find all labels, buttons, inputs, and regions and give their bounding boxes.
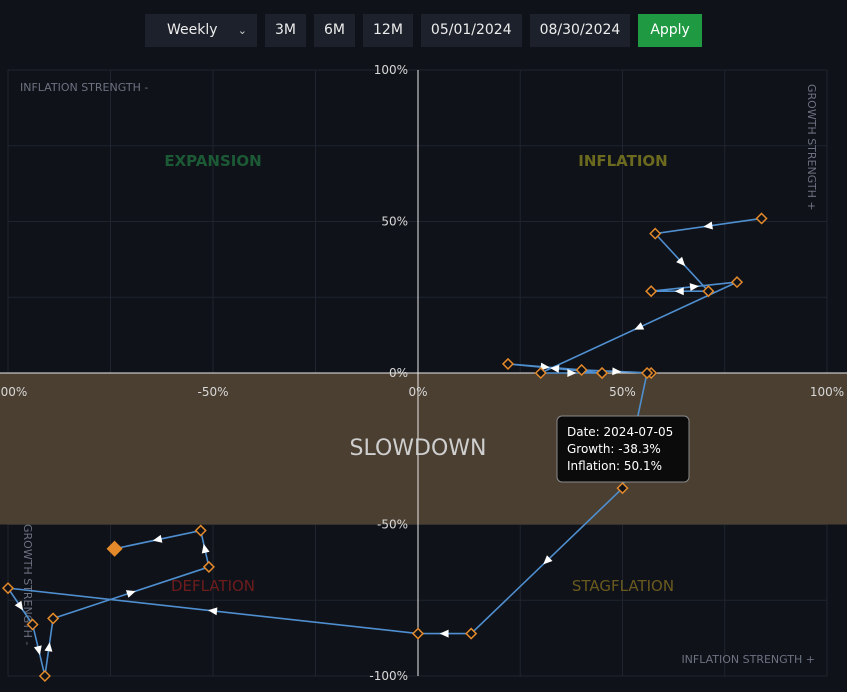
direction-arrow bbox=[612, 367, 622, 376]
edge-label-inflation-minus: INFLATION STRENGTH - bbox=[20, 81, 148, 94]
toolbar: Weekly ⌄ 3M 6M 12M 05/01/2024 08/30/2024… bbox=[145, 14, 702, 47]
data-point-marker bbox=[640, 366, 654, 380]
data-point-marker bbox=[202, 560, 215, 573]
data-point-marker bbox=[465, 627, 478, 640]
axes: -100% -50% 0% 50% 100% 100% 50% 0% -50% -100% bbox=[0, 63, 847, 683]
series bbox=[1, 212, 768, 683]
data-point-marker bbox=[616, 482, 629, 495]
direction-arrow bbox=[14, 600, 24, 611]
direction-arrow bbox=[44, 642, 53, 652]
y-tick-label: 50% bbox=[381, 215, 408, 229]
direction-arrow bbox=[540, 362, 550, 371]
x-tick-label: 100% bbox=[810, 385, 844, 399]
tooltip-box bbox=[556, 415, 690, 483]
direction-arrow bbox=[689, 283, 700, 292]
direction-arrow bbox=[439, 629, 449, 638]
range-12m-button[interactable]: 12M bbox=[363, 14, 413, 47]
edge-label-inflation-plus: INFLATION STRENGTH + bbox=[681, 653, 815, 666]
data-point-marker bbox=[702, 285, 715, 298]
quadrant-label-deflation: DEFLATION bbox=[171, 577, 255, 595]
chevron-down-icon: ⌄ bbox=[237, 24, 247, 37]
direction-arrow bbox=[550, 364, 560, 373]
edge-label-growth-plus: GROWTH STRENGTH + bbox=[805, 84, 818, 211]
y-tick-label: 100% bbox=[374, 63, 408, 77]
quadrant-label-inflation: INFLATION bbox=[578, 152, 668, 170]
data-point-marker bbox=[649, 227, 662, 240]
end-date-input[interactable]: 08/30/2024 bbox=[529, 14, 631, 47]
tooltip-date: Date: 2024-07-05 bbox=[567, 425, 673, 439]
data-point-marker bbox=[38, 669, 51, 683]
y-tick-label: 0% bbox=[389, 366, 408, 380]
direction-arrow bbox=[543, 555, 553, 565]
direction-arrow bbox=[125, 590, 136, 598]
data-point-marker bbox=[595, 366, 609, 380]
data-point-marker bbox=[47, 612, 60, 625]
direction-arrow bbox=[674, 287, 684, 296]
y-tick-label: -100% bbox=[369, 669, 408, 683]
period-select[interactable]: Weekly ⌄ bbox=[145, 14, 257, 47]
direction-arrow bbox=[567, 369, 577, 377]
direction-arrow bbox=[676, 256, 686, 267]
data-point-marker bbox=[26, 618, 39, 631]
start-date-input[interactable]: 05/01/2024 bbox=[420, 14, 522, 47]
range-3m-button[interactable]: 3M bbox=[265, 14, 306, 47]
direction-arrow bbox=[208, 607, 218, 616]
slowdown-band bbox=[0, 373, 847, 525]
y-tick-label: -50% bbox=[377, 518, 408, 532]
data-point-marker bbox=[534, 366, 547, 380]
period-select-label: Weekly bbox=[167, 22, 218, 38]
direction-arrow bbox=[634, 322, 645, 330]
direction-arrow bbox=[703, 221, 713, 230]
x-tick-label: -100% bbox=[0, 385, 27, 399]
data-point-marker bbox=[411, 627, 425, 640]
apply-button[interactable]: Apply bbox=[638, 14, 702, 47]
data-point-marker bbox=[645, 285, 658, 298]
data-point-marker bbox=[1, 582, 15, 595]
data-point-marker bbox=[730, 276, 744, 289]
edge-label-growth-minus: GROWTH STRENGTH - bbox=[21, 524, 34, 645]
range-6m-button[interactable]: 6M bbox=[314, 14, 355, 47]
data-point-marker bbox=[501, 357, 515, 370]
data-point-marker bbox=[575, 363, 588, 377]
direction-arrow bbox=[201, 543, 210, 554]
quadrant-label-expansion: EXPANSION bbox=[164, 152, 261, 170]
tooltip-growth: Growth: -38.3% bbox=[567, 442, 661, 456]
x-tick-label: 50% bbox=[609, 385, 636, 399]
direction-arrow bbox=[152, 534, 163, 543]
quadrant-label-slowdown: SLOWDOWN bbox=[350, 436, 487, 461]
tooltip: Date: 2024-07-05 Growth: -38.3% Inflatio… bbox=[556, 415, 690, 483]
quadrant-label-stagflation: STAGFLATION bbox=[572, 577, 674, 595]
tooltip-inflation: Inflation: 50.1% bbox=[567, 459, 662, 473]
data-point-marker bbox=[755, 212, 768, 225]
data-point-marker bbox=[194, 524, 207, 537]
x-tick-label: -50% bbox=[197, 385, 228, 399]
direction-arrow bbox=[33, 645, 42, 656]
latest-point-marker bbox=[106, 540, 123, 557]
x-tick-label: 0% bbox=[408, 385, 427, 399]
